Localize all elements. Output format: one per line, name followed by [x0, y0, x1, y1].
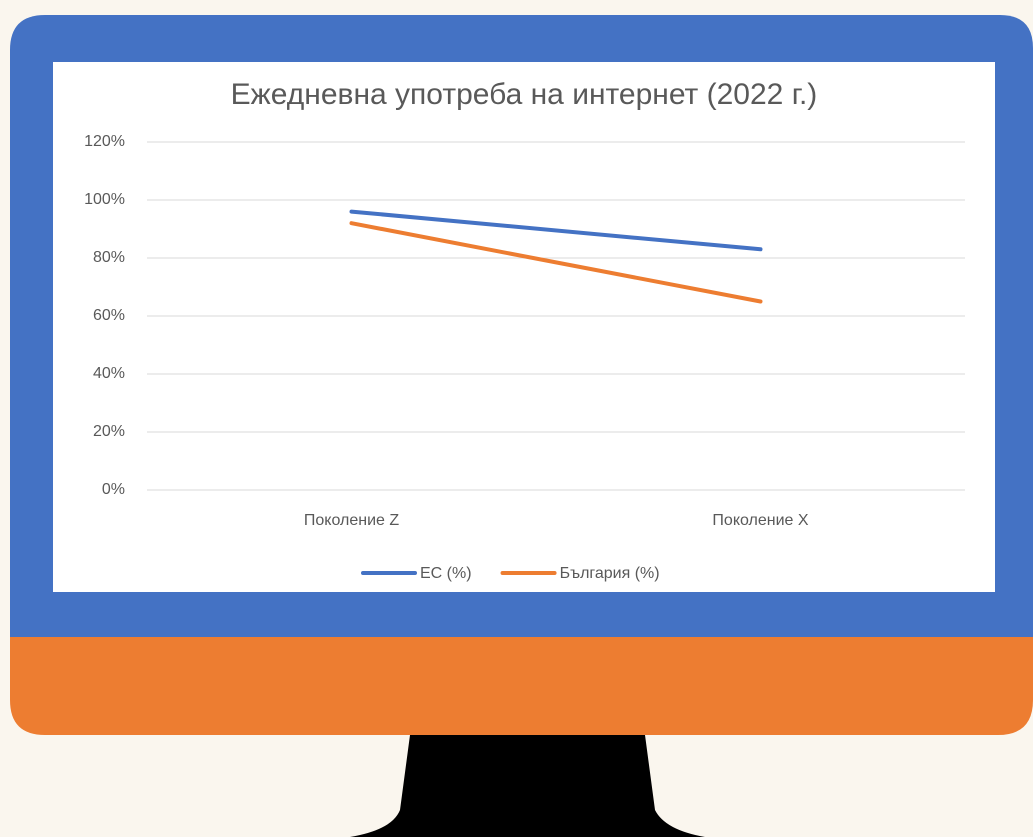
- x-tick-label: Поколение X: [712, 512, 808, 529]
- monitor-stand: [350, 735, 705, 837]
- series-line: [349, 209, 763, 252]
- x-tick-label: Поколение Z: [304, 512, 399, 529]
- y-tick-label: 80%: [93, 249, 125, 266]
- y-tick-label: 60%: [93, 307, 125, 324]
- y-tick-label: 0%: [102, 481, 125, 498]
- legend-label: България (%): [560, 565, 660, 582]
- chart-title: Ежедневна употреба на интернет (2022 г.): [231, 78, 818, 111]
- legend-label: ЕС (%): [420, 565, 472, 582]
- series-line: [349, 221, 763, 304]
- y-tick-label: 100%: [84, 191, 125, 208]
- chart-area: [53, 62, 995, 592]
- y-tick-label: 40%: [93, 365, 125, 382]
- y-tick-label: 120%: [84, 133, 125, 150]
- y-tick-label: 20%: [93, 423, 125, 440]
